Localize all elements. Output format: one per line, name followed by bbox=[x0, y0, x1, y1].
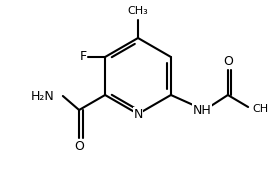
Text: CH₃: CH₃ bbox=[252, 104, 268, 114]
Text: CH₃: CH₃ bbox=[128, 6, 148, 16]
Text: O: O bbox=[74, 140, 84, 153]
Text: O: O bbox=[223, 55, 233, 68]
Text: F: F bbox=[80, 50, 87, 63]
Text: N: N bbox=[133, 108, 143, 121]
Text: H₂N: H₂N bbox=[31, 89, 55, 102]
Text: NH: NH bbox=[192, 103, 211, 116]
